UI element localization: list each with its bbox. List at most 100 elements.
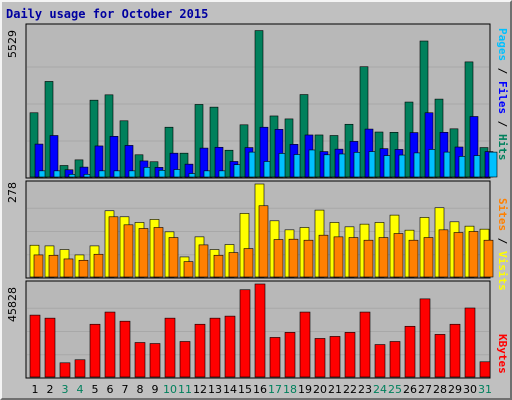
sites-bar xyxy=(243,248,254,278)
kbytes-bar xyxy=(254,283,266,378)
kbytes-bar xyxy=(449,323,461,378)
kbytes-panel-legend: KBytes xyxy=(491,334,509,378)
kbytes-bar xyxy=(344,332,356,378)
day-tick-label: 22 xyxy=(343,383,357,396)
kbytes-bar xyxy=(164,317,176,378)
kbytes-bar xyxy=(434,334,446,378)
kbytes-bar xyxy=(179,341,191,378)
day-tick-label: 12 xyxy=(193,383,207,396)
legend-sites: Sites xyxy=(496,198,509,232)
hits-bar xyxy=(254,30,264,178)
legend-separator: / xyxy=(496,61,509,81)
hits-bar xyxy=(209,106,219,178)
sites-bar xyxy=(483,239,494,278)
kbytes-bar xyxy=(284,332,296,378)
kbytes-bar xyxy=(134,342,146,378)
sites-bar xyxy=(423,237,434,278)
kbytes-bar xyxy=(29,314,41,378)
kbytes-bar xyxy=(209,317,221,378)
sites-bar xyxy=(183,261,194,278)
kbytes-bar xyxy=(419,298,431,378)
day-tick-label: 27 xyxy=(418,383,432,396)
sites-bar xyxy=(378,237,389,278)
sites-bar xyxy=(228,252,239,278)
hits-panel-legend: Pages / Files / Hits xyxy=(491,28,509,178)
hits-bar xyxy=(104,94,114,178)
sites-bar xyxy=(123,224,134,278)
kbytes-bar xyxy=(224,315,236,378)
day-tick-label: 14 xyxy=(223,383,237,396)
legend-visits: Visits xyxy=(496,251,509,291)
sites-bar xyxy=(78,259,89,278)
chart-title: Daily usage for October 2015 xyxy=(6,7,209,21)
legend-separator: / xyxy=(496,231,509,251)
day-tick-label: 2 xyxy=(47,383,54,396)
day-tick-label: 30 xyxy=(463,383,477,396)
sites-bar xyxy=(93,253,104,278)
legend-kbytes: KBytes xyxy=(496,334,509,374)
day-tick-label: 4 xyxy=(77,383,84,396)
sites-bar xyxy=(348,237,359,278)
sites-bar xyxy=(63,258,74,278)
hits-bar xyxy=(164,126,174,178)
kbytes-bar xyxy=(104,311,116,378)
day-tick-label: 10 xyxy=(163,383,177,396)
legend-separator: / xyxy=(496,114,509,134)
kbytes-bar xyxy=(299,311,311,378)
sites-bar xyxy=(258,205,269,278)
day-tick-label: 5 xyxy=(92,383,99,396)
sites-bar xyxy=(108,216,119,278)
sites-bar xyxy=(213,254,224,278)
day-tick-label: 20 xyxy=(313,383,327,396)
day-tick-label: 24 xyxy=(373,383,387,396)
hits-bar xyxy=(419,40,429,178)
day-tick-label: 21 xyxy=(328,383,342,396)
sites-bar xyxy=(303,239,314,278)
day-tick-label: 3 xyxy=(62,383,69,396)
day-tick-label: 7 xyxy=(122,383,129,396)
kbytes-bar xyxy=(314,338,326,378)
sites-bar xyxy=(48,254,59,278)
day-tick-label: 19 xyxy=(298,383,312,396)
kbytes-bar xyxy=(464,307,476,378)
day-tick-label: 25 xyxy=(388,383,402,396)
sites-bar xyxy=(453,232,464,278)
kbytes-bar xyxy=(329,336,341,378)
sites-bar xyxy=(408,239,419,278)
day-tick-label: 8 xyxy=(137,383,144,396)
day-tick-label: 23 xyxy=(358,383,372,396)
kbytes-bar xyxy=(389,341,401,378)
day-tick-label: 26 xyxy=(403,383,417,396)
day-tick-label: 17 xyxy=(268,383,282,396)
sites-bar xyxy=(333,236,344,278)
sites-bar xyxy=(318,234,329,278)
day-tick-label: 11 xyxy=(178,383,192,396)
kbytes-bar xyxy=(74,359,86,378)
kbytes-bar xyxy=(149,343,161,378)
sites-bar xyxy=(393,233,404,278)
kbytes-bar xyxy=(89,323,101,378)
kbytes-bar xyxy=(404,325,416,378)
sites-bar xyxy=(468,231,479,278)
hits-bar xyxy=(194,104,204,178)
sites-bar xyxy=(363,239,374,278)
kbytes-bar xyxy=(44,317,56,378)
sites-bar xyxy=(438,229,449,278)
pages-bar xyxy=(488,151,498,178)
day-tick-label: 15 xyxy=(238,383,252,396)
kbytes-bar xyxy=(269,337,281,378)
sites-bar xyxy=(138,228,149,278)
day-tick-label: 18 xyxy=(283,383,297,396)
day-tick-label: 1 xyxy=(32,383,39,396)
kbytes-bar xyxy=(239,289,251,378)
kbytes-bar xyxy=(479,361,491,378)
day-tick-label: 31 xyxy=(478,383,492,396)
sites-bar xyxy=(288,238,299,278)
kbytes-bar xyxy=(359,311,371,378)
legend-hits: Hits xyxy=(496,134,509,161)
sites-bar xyxy=(33,254,44,278)
day-tick-label: 13 xyxy=(208,383,222,396)
day-tick-label: 28 xyxy=(433,383,447,396)
kbytes-bar xyxy=(374,344,386,378)
